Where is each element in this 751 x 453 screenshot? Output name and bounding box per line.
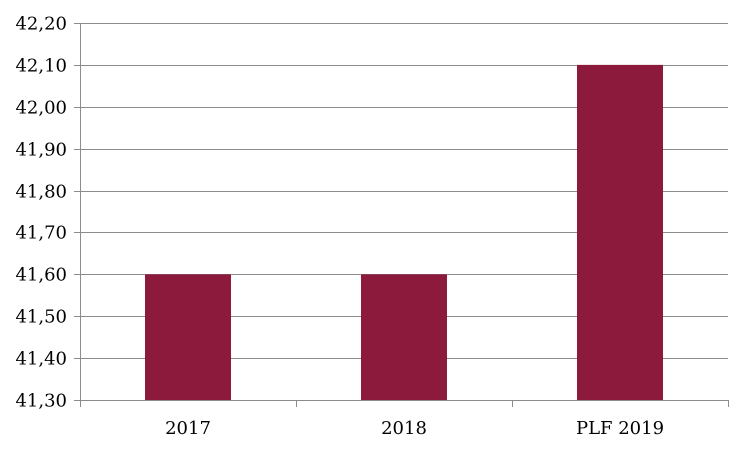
axes [80, 23, 729, 407]
y-tick-label: 42,00 [15, 98, 67, 119]
x-tick-label: 2017 [165, 418, 211, 439]
y-tick-label: 41,50 [15, 307, 67, 328]
y-tick-label: 41,60 [15, 265, 67, 286]
y-tick-label: 42,10 [15, 56, 67, 77]
bar-2017 [145, 274, 231, 400]
y-tick-label: 42,20 [15, 14, 67, 35]
bar-2018 [361, 274, 447, 400]
y-tick-label: 41,70 [15, 223, 67, 244]
bars [145, 64, 663, 400]
x-tick-label: PLF 2019 [576, 418, 664, 439]
bar-plf-2019 [577, 64, 663, 400]
y-axis-tick-labels: 41,30 41,40 41,50 41,60 41,70 41,80 41,90 42,00… [15, 14, 67, 412]
y-tick-label: 41,90 [15, 140, 67, 161]
y-tick-label: 41,80 [15, 182, 67, 203]
x-axis-tick-labels: 2017 2018 PLF 2019 [165, 418, 664, 439]
y-tick-label: 41,40 [15, 349, 67, 370]
y-tick-label: 41,30 [15, 391, 67, 412]
x-tick-label: 2018 [381, 418, 427, 439]
